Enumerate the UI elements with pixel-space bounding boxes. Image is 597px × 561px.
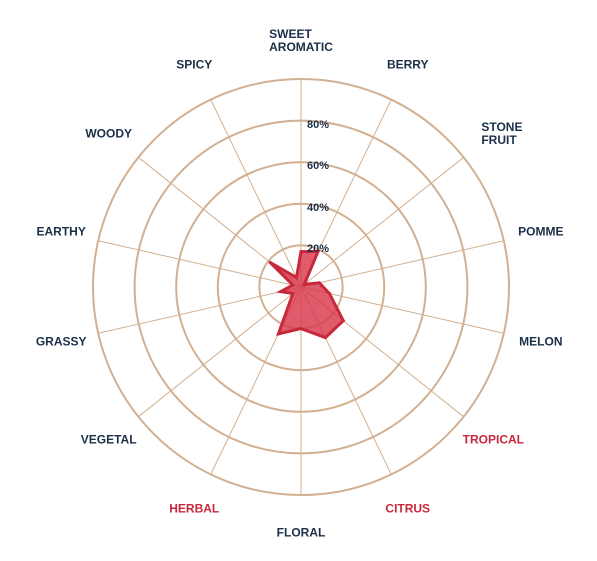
- label-pomme: POMME: [518, 224, 564, 239]
- data-point: [299, 327, 303, 331]
- data-point: [323, 336, 327, 340]
- label-earthy: EARTHY: [36, 224, 86, 239]
- data-point: [268, 260, 272, 264]
- data-point: [294, 276, 298, 280]
- label-sweet-aromatic: SWEET AROMATIC: [269, 27, 333, 54]
- data-point: [291, 283, 295, 287]
- grid-spoke: [300, 286, 504, 334]
- label-vegetal: VEGETAL: [80, 432, 137, 447]
- grid-spoke: [98, 286, 302, 334]
- label-woody: WOODY: [85, 126, 132, 141]
- label-citrus: CITRUS: [385, 501, 431, 516]
- data-point: [276, 332, 280, 336]
- tick-label-40: 40%: [307, 201, 330, 214]
- grid-spoke: [300, 240, 504, 288]
- data-point: [299, 250, 303, 254]
- label-berry: BERRY: [386, 57, 429, 72]
- label-grassy: GRASSY: [35, 334, 87, 349]
- grid-spoke: [210, 99, 302, 288]
- grid-spoke: [138, 286, 302, 418]
- label-herbal: HERBAL: [169, 501, 220, 516]
- label-tropical: TROPICAL: [462, 432, 524, 447]
- radar-series: [268, 249, 346, 340]
- label-melon: MELON: [519, 334, 563, 349]
- tick-label-20: 20%: [307, 243, 330, 256]
- grid-spoke: [300, 156, 464, 288]
- label-stone-fruit: STONE FRUIT: [481, 119, 523, 147]
- grid-spoke: [98, 240, 302, 288]
- data-point: [316, 249, 320, 253]
- tick-label-60: 60%: [307, 160, 330, 173]
- data-point: [291, 291, 295, 295]
- label-floral: FLORAL: [276, 525, 326, 540]
- data-point: [327, 291, 331, 295]
- tick-label-80: 80%: [307, 118, 330, 131]
- data-point: [279, 290, 283, 294]
- data-point: [302, 282, 306, 286]
- label-spicy: SPICY: [176, 57, 213, 72]
- data-point: [317, 281, 321, 285]
- data-point: [341, 319, 345, 323]
